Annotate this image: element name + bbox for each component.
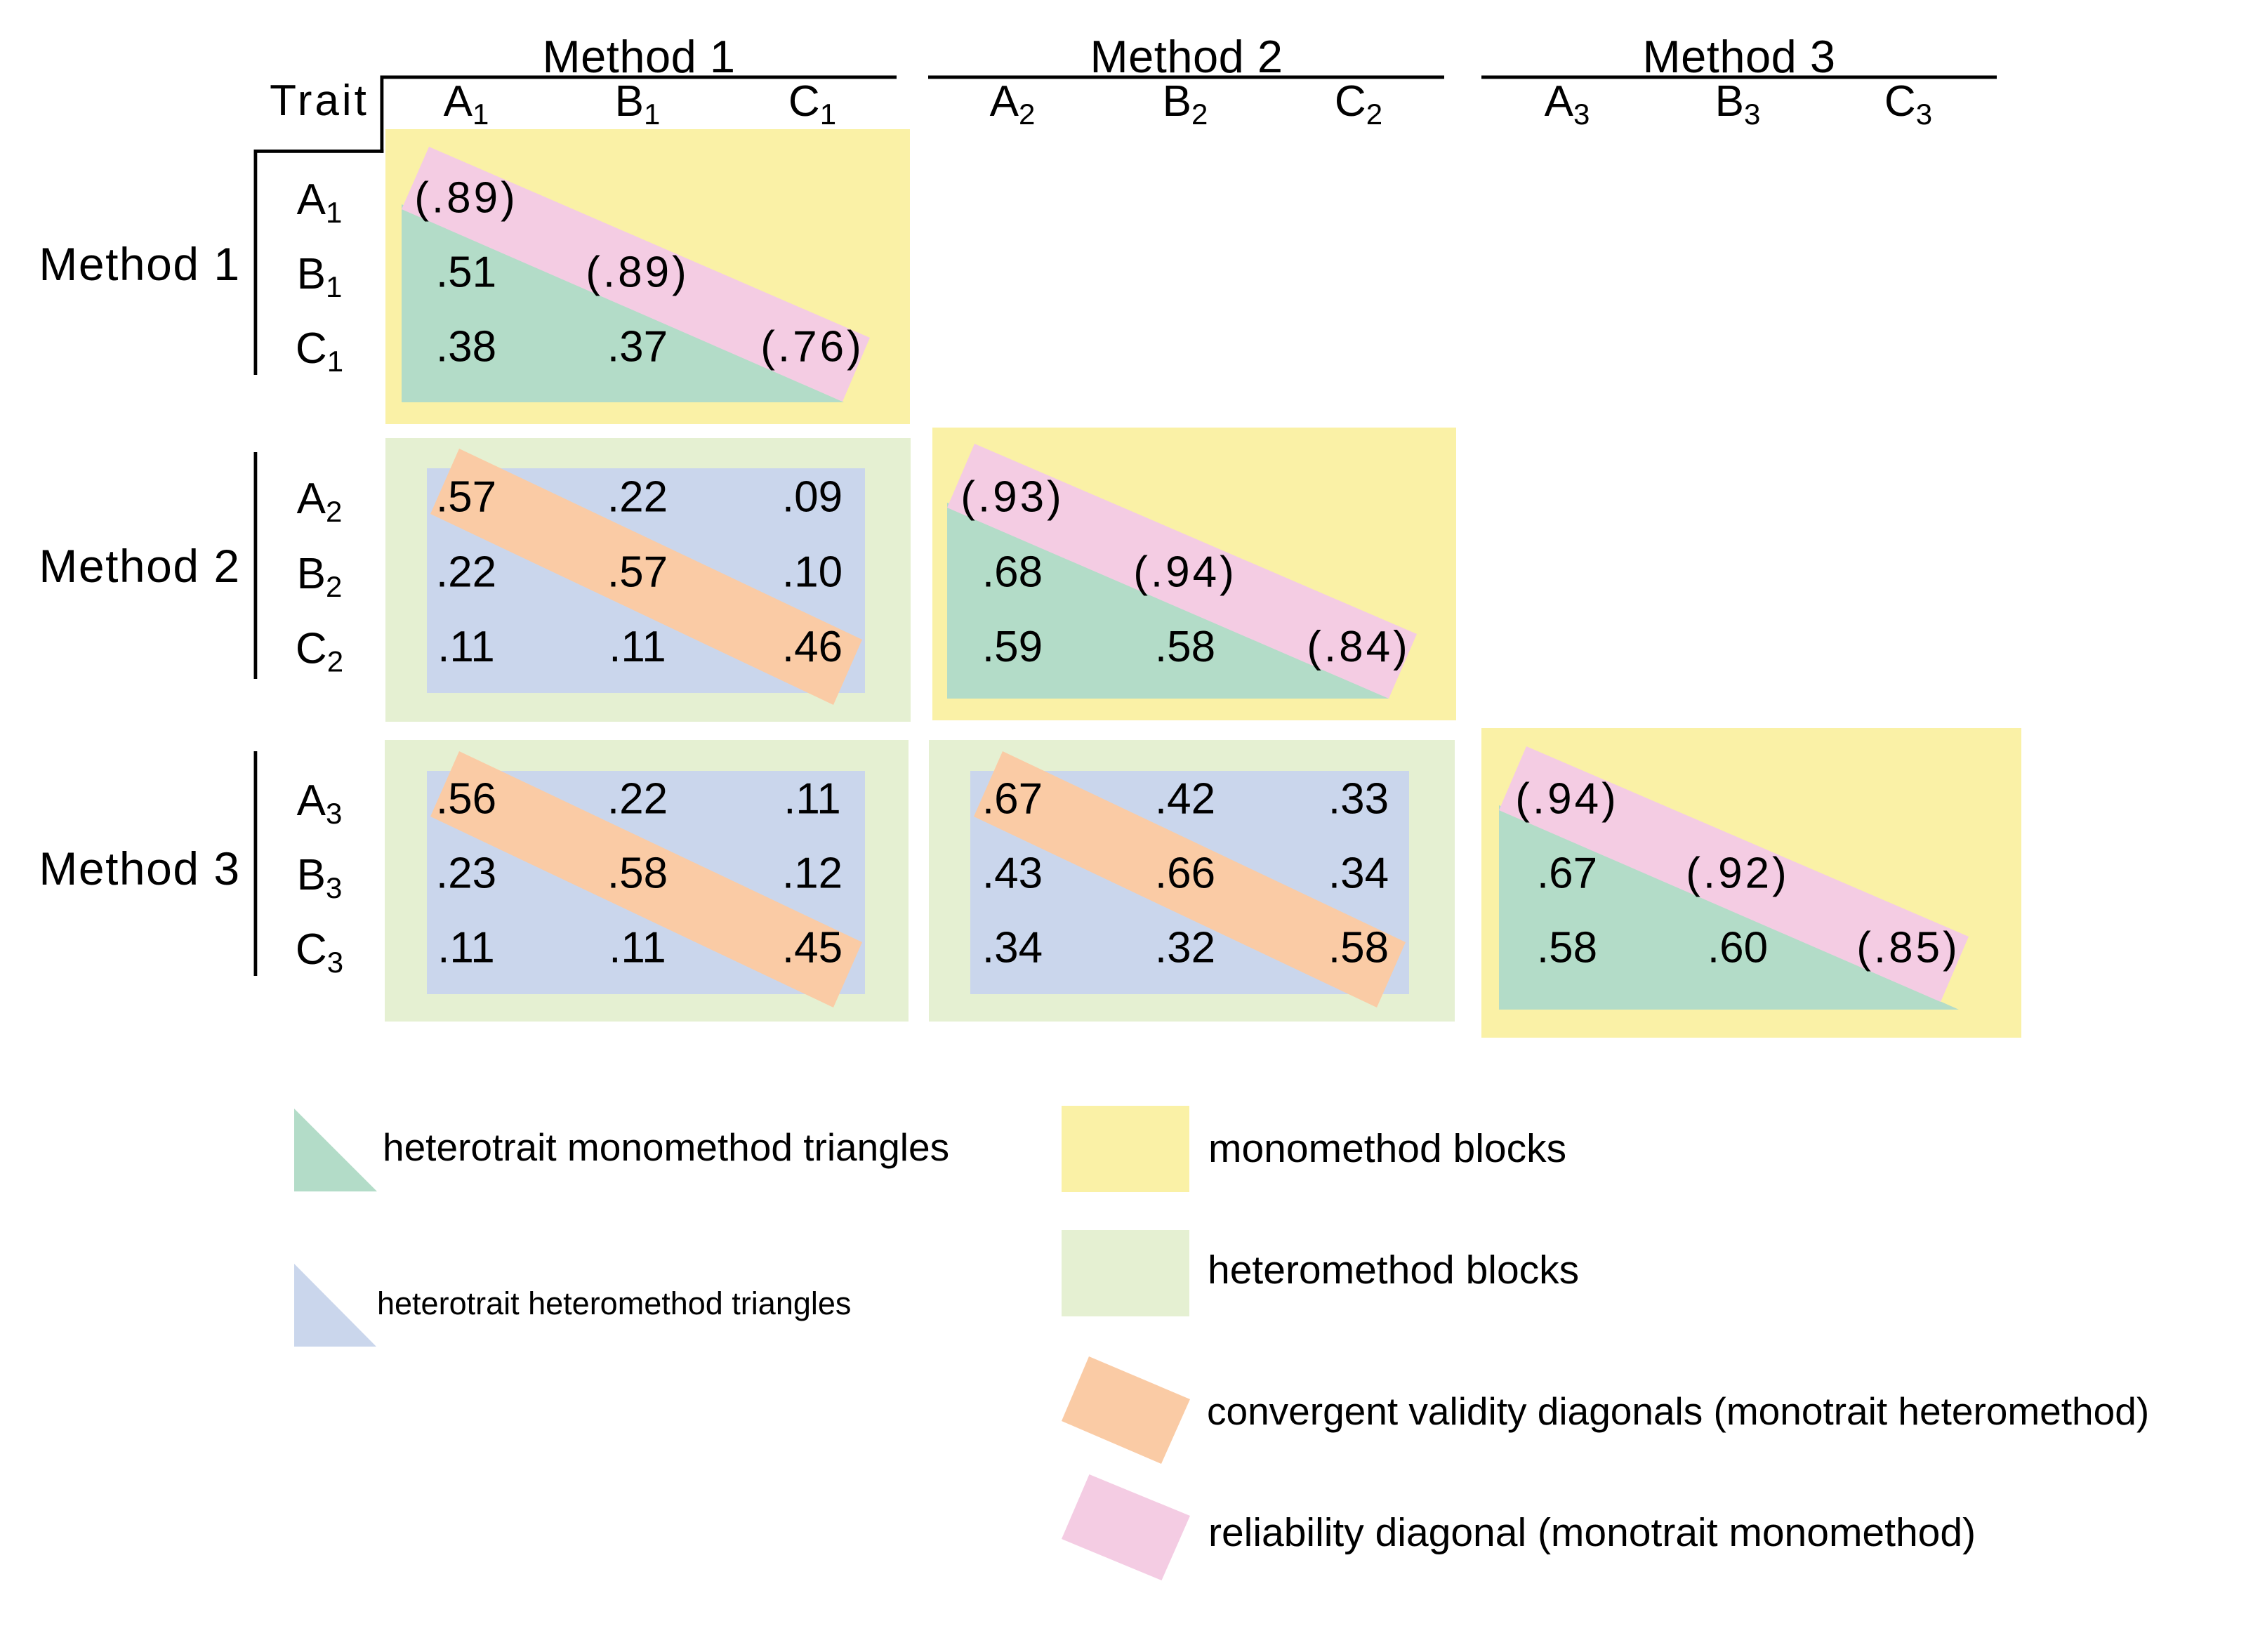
svg-text:.34: .34 <box>1328 850 1389 898</box>
svg-text:B3: B3 <box>297 851 343 904</box>
svg-text:B3: B3 <box>1715 77 1761 131</box>
svg-text:(.92): (.92) <box>1686 850 1789 898</box>
svg-text:.66: .66 <box>1155 850 1215 898</box>
svg-text:.11: .11 <box>609 924 666 972</box>
svg-text:.33: .33 <box>1328 775 1389 824</box>
svg-text:monomethod blocks: monomethod blocks <box>1208 1126 1566 1171</box>
svg-text:.09: .09 <box>782 473 843 522</box>
svg-text:.45: .45 <box>782 924 843 972</box>
svg-text:.42: .42 <box>1155 775 1215 824</box>
svg-text:.60: .60 <box>1707 924 1768 972</box>
svg-text:.37: .37 <box>607 323 668 371</box>
svg-text:.57: .57 <box>607 548 668 597</box>
svg-text:(.94): (.94) <box>1515 775 1618 824</box>
svg-text:Method 2: Method 2 <box>39 540 240 592</box>
svg-text:.34: .34 <box>982 924 1043 972</box>
svg-text:Method 3: Method 3 <box>39 842 240 894</box>
svg-text:.58: .58 <box>1537 924 1597 972</box>
svg-text:.43: .43 <box>982 850 1043 898</box>
svg-text:reliability diagonal (monotrai: reliability diagonal (monotrait monometh… <box>1208 1510 1976 1555</box>
svg-text:.56: .56 <box>436 775 496 824</box>
svg-text:.11: .11 <box>437 623 495 671</box>
svg-text:.51: .51 <box>436 249 496 297</box>
svg-text:.11: .11 <box>609 623 666 671</box>
svg-text:.58: .58 <box>607 850 668 898</box>
svg-text:(.76): (.76) <box>760 323 864 371</box>
svg-text:A1: A1 <box>297 176 343 229</box>
svg-text:.32: .32 <box>1155 924 1215 972</box>
svg-text:heteromethod blocks: heteromethod blocks <box>1208 1248 1579 1293</box>
svg-text:Method 1: Method 1 <box>39 238 240 290</box>
svg-text:.22: .22 <box>607 775 668 824</box>
svg-text:.38: .38 <box>436 323 496 371</box>
svg-text:heterotrait heteromethod trian: heterotrait heteromethod triangles <box>377 1286 851 1321</box>
svg-text:.67: .67 <box>982 775 1043 824</box>
svg-text:Method 3: Method 3 <box>1642 31 1835 82</box>
svg-text:.58: .58 <box>1328 924 1389 972</box>
svg-text:(.89): (.89) <box>586 249 689 297</box>
svg-text:heterotrait monomethod triangl: heterotrait monomethod triangles <box>383 1125 949 1169</box>
svg-text:.23: .23 <box>436 850 496 898</box>
svg-text:(.94): (.94) <box>1133 548 1236 597</box>
svg-text:.12: .12 <box>782 850 843 898</box>
svg-text:.22: .22 <box>607 473 668 522</box>
svg-text:.58: .58 <box>1155 623 1215 671</box>
svg-text:.10: .10 <box>782 548 843 597</box>
svg-text:(.89): (.89) <box>414 174 517 223</box>
svg-text:Trait: Trait <box>270 77 369 125</box>
svg-text:.59: .59 <box>982 623 1043 671</box>
svg-text:Method 2: Method 2 <box>1090 31 1283 82</box>
svg-text:.11: .11 <box>784 775 841 824</box>
svg-text:.46: .46 <box>782 623 843 671</box>
svg-text:(.85): (.85) <box>1856 924 1960 972</box>
svg-text:.67: .67 <box>1537 850 1597 898</box>
svg-text:.22: .22 <box>436 548 496 597</box>
svg-text:Method 1: Method 1 <box>542 31 735 82</box>
svg-text:convergent validity diagonals: convergent validity diagonals (monotrait… <box>1207 1389 2149 1433</box>
svg-text:(.84): (.84) <box>1307 623 1410 671</box>
svg-text:.68: .68 <box>982 548 1043 597</box>
svg-text:(.93): (.93) <box>960 473 1064 522</box>
svg-text:.11: .11 <box>437 924 495 972</box>
svg-text:.57: .57 <box>436 473 496 522</box>
